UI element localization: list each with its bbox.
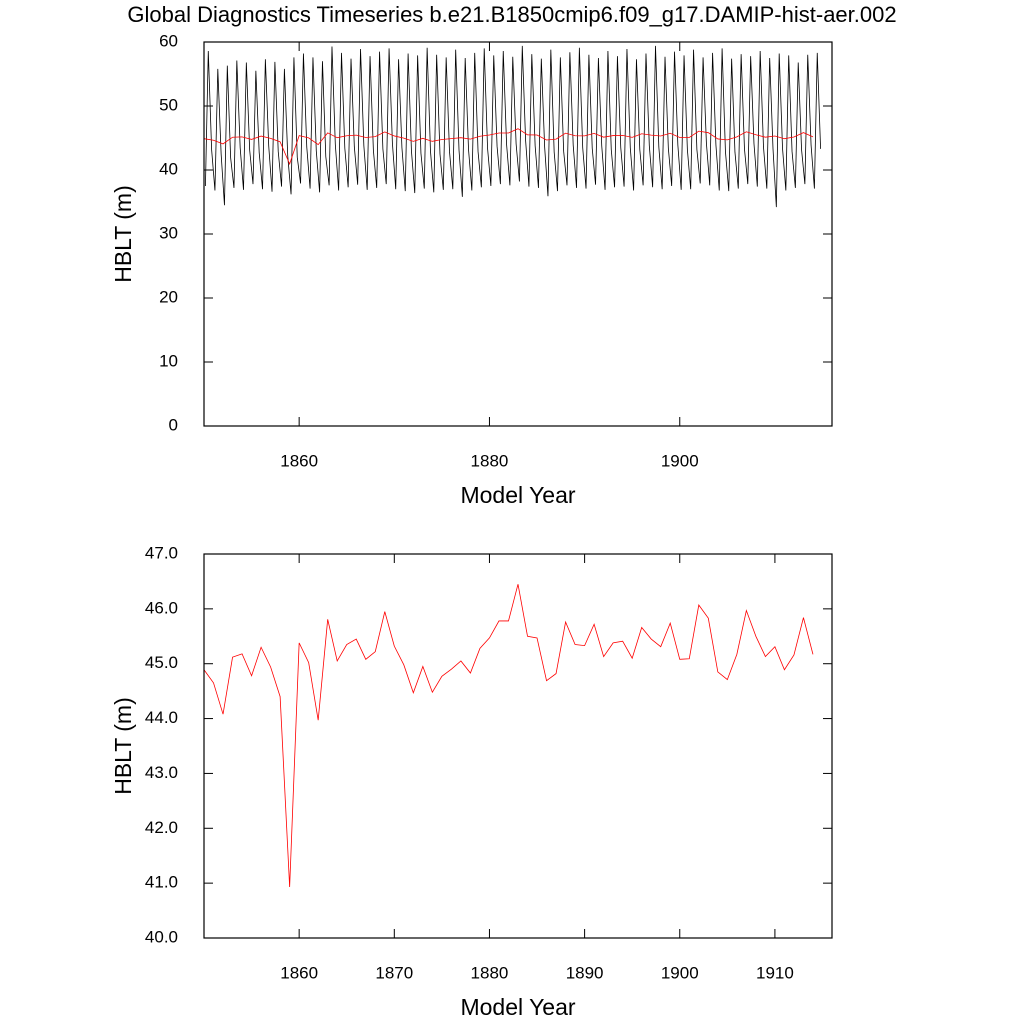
y-axis-label: HBLT (m) bbox=[110, 697, 136, 795]
y-axis-label: HBLT (m) bbox=[110, 185, 136, 283]
x-tick-label: 1890 bbox=[566, 963, 604, 982]
x-tick-label: 1860 bbox=[280, 963, 318, 982]
y-tick-label: 47.0 bbox=[145, 543, 178, 562]
y-tick-label: 50 bbox=[159, 95, 178, 114]
x-tick-label: 1860 bbox=[280, 451, 318, 470]
plot-frame bbox=[203, 553, 833, 939]
y-tick-label: 45.0 bbox=[145, 653, 178, 672]
y-tick-label: 60 bbox=[159, 31, 178, 50]
x-tick-label: 1900 bbox=[661, 451, 699, 470]
y-tick-label: 46.0 bbox=[145, 598, 178, 617]
data-line bbox=[205, 45, 821, 208]
y-tick-label: 0 bbox=[169, 415, 178, 434]
plot-frame bbox=[203, 41, 833, 427]
x-axis-label: Model Year bbox=[460, 482, 575, 508]
y-tick-label: 10 bbox=[159, 351, 178, 370]
data-line bbox=[203, 128, 814, 166]
y-tick-label: 40.0 bbox=[145, 927, 178, 946]
y-tick-label: 30 bbox=[159, 223, 178, 242]
y-tick-label: 40 bbox=[159, 159, 178, 178]
x-tick-label: 1910 bbox=[756, 963, 794, 982]
x-axis-label: Model Year bbox=[460, 994, 575, 1020]
y-tick-label: 41.0 bbox=[145, 873, 178, 892]
x-tick-label: 1880 bbox=[471, 963, 509, 982]
x-tick-label: 1880 bbox=[471, 451, 509, 470]
y-tick-label: 44.0 bbox=[145, 708, 178, 727]
y-tick-label: 42.0 bbox=[145, 818, 178, 837]
y-tick-label: 20 bbox=[159, 287, 178, 306]
x-tick-label: 1900 bbox=[661, 963, 699, 982]
data-line bbox=[203, 584, 814, 887]
x-tick-label: 1870 bbox=[375, 963, 413, 982]
y-tick-label: 43.0 bbox=[145, 763, 178, 782]
chart-title: Global Diagnostics Timeseries b.e21.B185… bbox=[127, 2, 896, 27]
